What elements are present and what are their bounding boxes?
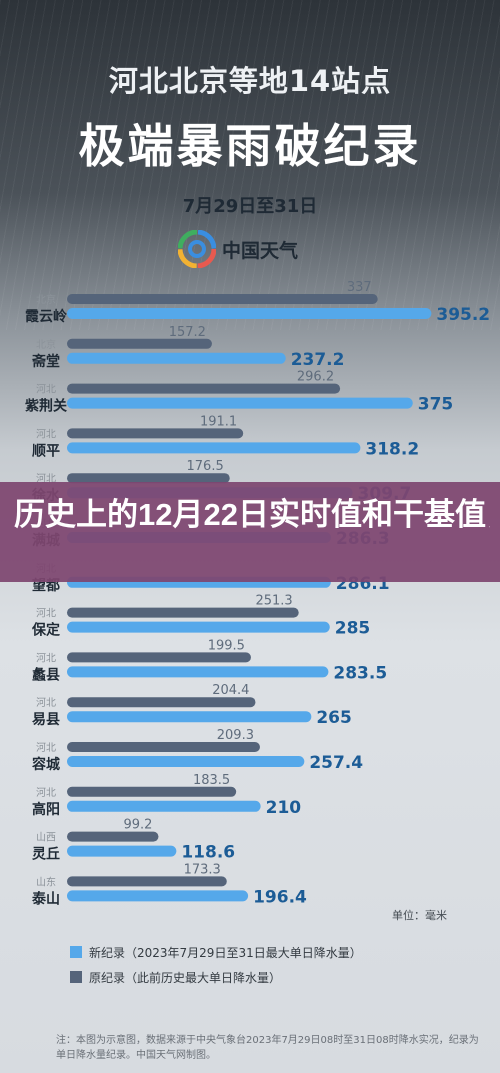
old-record-label: 209.3 bbox=[217, 728, 254, 743]
station-region: 北京 bbox=[36, 338, 56, 351]
station-name: 易县 bbox=[32, 712, 60, 728]
new-record-bar bbox=[67, 845, 177, 857]
rain-texture bbox=[0, 0, 500, 330]
station-region: 河北 bbox=[36, 608, 56, 620]
station-name: 顺平 bbox=[32, 443, 60, 459]
new-record-label: 257.4 bbox=[309, 753, 363, 773]
old-record-label: 337 bbox=[347, 280, 372, 295]
station-name: 高阳 bbox=[32, 801, 60, 818]
station-name: 灵丘 bbox=[32, 847, 60, 863]
old-record-bar bbox=[67, 473, 230, 484]
old-record-bar bbox=[67, 383, 341, 394]
station-region: 山东 bbox=[36, 875, 56, 888]
legend-item-new: 新纪录（2023年7月29日至31日最大单日降水量） bbox=[70, 944, 362, 960]
old-record-bar bbox=[67, 742, 260, 752]
old-record-bar bbox=[67, 831, 159, 842]
station-name: 泰山 bbox=[31, 890, 60, 907]
new-record-label: 196.4 bbox=[253, 887, 307, 907]
legend-label-old: 原纪录（此前历史最大单日降水量） bbox=[89, 970, 282, 985]
new-record-bar bbox=[67, 621, 330, 633]
new-record-bar bbox=[67, 756, 305, 767]
old-record-label: 199.5 bbox=[208, 638, 245, 653]
old-record-label: 173.3 bbox=[184, 862, 221, 877]
headline-line-1: 河北北京等地14站点 bbox=[108, 64, 392, 98]
station-name: 霞云岭 bbox=[25, 308, 67, 325]
rainfall-bar-chart: 北京霞云岭337395.2北京斋堂157.2237.2河北紫荆关296.2375… bbox=[25, 280, 490, 907]
new-record-bar bbox=[67, 890, 249, 902]
new-record-bar bbox=[67, 800, 261, 812]
legend: 新纪录（2023年7月29日至31日最大单日降水量） 原纪录（此前历史最大单日降… bbox=[70, 944, 362, 994]
old-record-label: 204.4 bbox=[212, 683, 249, 698]
brand-name: 中国天气 bbox=[222, 239, 299, 262]
new-record-bar bbox=[67, 397, 413, 409]
old-record-label: 183.5 bbox=[193, 773, 230, 788]
station-region: 北京 bbox=[36, 293, 56, 306]
old-record-label: 157.2 bbox=[169, 325, 206, 340]
new-record-label: 265 bbox=[316, 708, 352, 728]
new-record-bar bbox=[67, 711, 312, 723]
old-record-label: 176.5 bbox=[187, 459, 224, 474]
station-region: 河北 bbox=[36, 742, 56, 754]
station-name: 蠡县 bbox=[32, 666, 60, 683]
new-record-label: 237.2 bbox=[291, 350, 345, 370]
new-record-bar bbox=[67, 308, 432, 319]
new-record-bar bbox=[67, 442, 361, 454]
new-record-bar bbox=[67, 352, 286, 364]
banner-text: 历史上的12月22日实时值和干基值，革命性科技产品，历史 bbox=[14, 497, 490, 532]
old-record-bar bbox=[67, 294, 378, 304]
station-region: 河北 bbox=[36, 787, 56, 799]
station-name: 保定 bbox=[31, 622, 60, 639]
date-range: 7月29日至31日 bbox=[182, 196, 318, 217]
station-name: 容城 bbox=[31, 756, 60, 773]
station-region: 河北 bbox=[36, 652, 56, 664]
legend-swatch-old bbox=[70, 971, 82, 983]
old-record-bar bbox=[67, 697, 256, 708]
new-record-label: 395.2 bbox=[436, 305, 490, 325]
brand-logo: 中国天气 bbox=[178, 230, 298, 268]
old-record-label: 191.1 bbox=[200, 414, 237, 429]
old-record-bar bbox=[67, 428, 244, 439]
new-record-label: 375 bbox=[418, 395, 454, 415]
station-region: 河北 bbox=[36, 697, 56, 709]
old-record-label: 251.3 bbox=[255, 594, 292, 609]
old-record-bar bbox=[67, 652, 251, 663]
new-record-label: 118.6 bbox=[181, 843, 235, 863]
station-region: 河北 bbox=[36, 384, 56, 396]
unit-label: 单位：毫米 bbox=[392, 909, 447, 922]
station-name: 斋堂 bbox=[31, 353, 60, 370]
new-record-label: 285 bbox=[335, 619, 371, 639]
swirl-logo-icon bbox=[178, 230, 216, 268]
station-region: 河北 bbox=[36, 428, 56, 440]
legend-label-new: 新纪录（2023年7月29日至31日最大单日降水量） bbox=[89, 945, 362, 960]
new-record-bar bbox=[67, 666, 329, 678]
old-record-bar bbox=[67, 607, 299, 618]
station-region: 山西 bbox=[36, 832, 56, 844]
new-record-label: 318.2 bbox=[365, 439, 419, 459]
old-record-bar bbox=[67, 876, 227, 887]
old-record-label: 99.2 bbox=[124, 818, 153, 833]
legend-item-old: 原纪录（此前历史最大单日降水量） bbox=[70, 969, 362, 985]
new-record-label: 283.5 bbox=[333, 663, 387, 683]
overlay-banner: 历史上的12月22日实时值和干基值，革命性科技产品，历史 bbox=[0, 482, 500, 582]
old-record-bar bbox=[67, 338, 212, 349]
headline-line-2: 极端暴雨破纪录 bbox=[78, 119, 422, 173]
old-record-label: 296.2 bbox=[297, 370, 334, 385]
footnote: 注：本图为示意图，数据来源于中央气象台2023年7月29日08时至31日08时降… bbox=[56, 1035, 479, 1061]
new-record-label: 210 bbox=[266, 798, 302, 818]
station-name: 紫荆关 bbox=[25, 398, 67, 415]
legend-swatch-new bbox=[70, 946, 82, 958]
old-record-bar bbox=[67, 786, 237, 797]
